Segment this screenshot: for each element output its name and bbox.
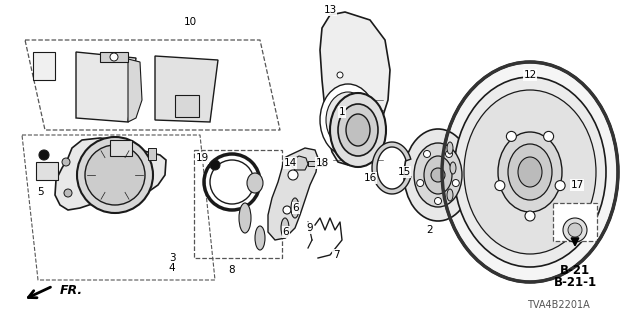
- Polygon shape: [320, 12, 390, 165]
- Ellipse shape: [320, 84, 376, 156]
- Circle shape: [568, 223, 582, 237]
- Circle shape: [543, 132, 554, 141]
- Bar: [194, 150, 282, 258]
- Text: B-21-1: B-21-1: [554, 276, 596, 290]
- Circle shape: [563, 218, 587, 242]
- Text: 19: 19: [195, 153, 209, 163]
- Circle shape: [555, 180, 565, 191]
- Text: 16: 16: [364, 173, 376, 183]
- Text: 12: 12: [524, 70, 536, 80]
- Text: 6: 6: [292, 203, 300, 213]
- Ellipse shape: [338, 104, 378, 156]
- Bar: [110, 140, 132, 156]
- Bar: [148, 148, 156, 160]
- Ellipse shape: [447, 142, 453, 154]
- Polygon shape: [372, 142, 411, 194]
- Circle shape: [288, 170, 298, 180]
- Ellipse shape: [255, 226, 265, 250]
- Circle shape: [445, 150, 452, 157]
- Polygon shape: [291, 156, 308, 170]
- Text: FR.: FR.: [60, 284, 83, 297]
- Text: 5: 5: [36, 187, 44, 197]
- Circle shape: [417, 180, 424, 187]
- Circle shape: [39, 150, 49, 160]
- Ellipse shape: [326, 92, 370, 148]
- Circle shape: [62, 158, 70, 166]
- Text: 18: 18: [316, 158, 328, 168]
- Circle shape: [452, 180, 460, 187]
- Circle shape: [506, 132, 516, 141]
- Polygon shape: [76, 52, 136, 122]
- Circle shape: [110, 53, 118, 61]
- Polygon shape: [268, 148, 318, 240]
- Text: 6: 6: [283, 227, 289, 237]
- Circle shape: [210, 160, 220, 170]
- Circle shape: [431, 168, 445, 182]
- Text: 1: 1: [339, 107, 346, 117]
- Bar: [175, 95, 199, 117]
- Polygon shape: [124, 58, 142, 122]
- Circle shape: [435, 197, 442, 204]
- Text: 9: 9: [307, 223, 314, 233]
- Circle shape: [525, 211, 535, 221]
- Bar: [553, 203, 597, 241]
- Ellipse shape: [404, 129, 472, 221]
- Circle shape: [495, 180, 505, 191]
- Text: TVA4B2201A: TVA4B2201A: [527, 300, 590, 310]
- Ellipse shape: [450, 162, 456, 174]
- Bar: [308, 161, 326, 166]
- Text: B-21: B-21: [560, 265, 590, 277]
- Text: 7: 7: [333, 250, 339, 260]
- Ellipse shape: [247, 173, 263, 193]
- Text: 2: 2: [427, 225, 433, 235]
- Ellipse shape: [239, 203, 251, 233]
- Ellipse shape: [464, 90, 596, 254]
- Circle shape: [337, 72, 343, 78]
- Bar: [33, 52, 55, 80]
- Circle shape: [64, 189, 72, 197]
- Ellipse shape: [291, 198, 299, 218]
- Text: 15: 15: [397, 167, 411, 177]
- Ellipse shape: [414, 143, 462, 207]
- Ellipse shape: [518, 157, 542, 187]
- Bar: [36, 162, 58, 180]
- Ellipse shape: [498, 132, 562, 212]
- Circle shape: [77, 137, 153, 213]
- Ellipse shape: [508, 144, 552, 200]
- Ellipse shape: [442, 62, 618, 282]
- Ellipse shape: [330, 93, 386, 167]
- Ellipse shape: [454, 77, 606, 267]
- Circle shape: [424, 150, 431, 157]
- Bar: [100, 52, 128, 62]
- Text: 14: 14: [284, 158, 296, 168]
- Polygon shape: [55, 138, 166, 210]
- Ellipse shape: [281, 218, 289, 238]
- Ellipse shape: [424, 156, 452, 194]
- Ellipse shape: [447, 189, 453, 201]
- Text: 13: 13: [323, 5, 337, 15]
- Ellipse shape: [346, 114, 370, 146]
- Polygon shape: [155, 56, 218, 122]
- Text: 10: 10: [184, 17, 196, 27]
- Text: 8: 8: [228, 265, 236, 275]
- Circle shape: [85, 145, 145, 205]
- Text: 3: 3: [169, 253, 175, 263]
- Text: 4: 4: [169, 263, 175, 273]
- Text: 17: 17: [570, 180, 584, 190]
- Circle shape: [283, 206, 291, 214]
